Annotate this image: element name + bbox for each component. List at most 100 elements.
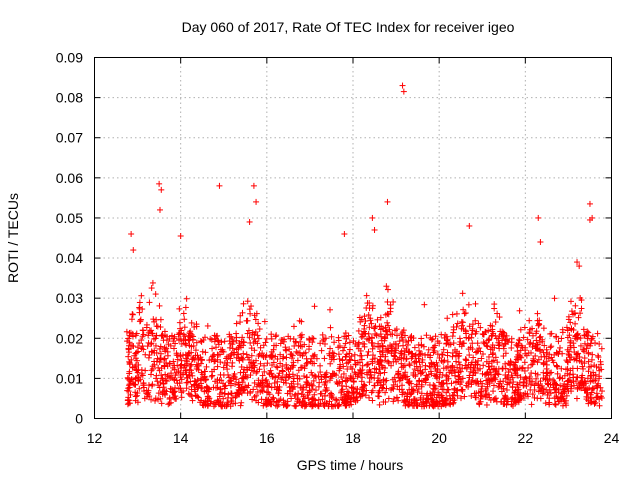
roti-point — [483, 358, 490, 365]
roti-point — [155, 396, 162, 403]
roti-point — [599, 388, 606, 395]
roti-point — [450, 392, 457, 399]
roti-point — [527, 381, 534, 388]
roti-point — [395, 397, 402, 404]
roti-point — [334, 380, 341, 387]
roti-point — [189, 372, 196, 379]
roti-point — [371, 355, 378, 362]
roti-point — [466, 372, 473, 379]
roti-point — [355, 339, 362, 346]
roti-point — [591, 400, 598, 407]
roti-point — [311, 303, 318, 310]
roti-point — [522, 350, 529, 357]
roti-point — [492, 354, 499, 361]
roti-point — [327, 306, 334, 313]
roti-point — [399, 382, 406, 389]
roti-point — [228, 390, 235, 397]
roti-point — [339, 347, 346, 354]
roti-point — [261, 318, 268, 325]
roti-point — [217, 359, 224, 366]
roti-point — [294, 357, 301, 364]
roti-point — [370, 343, 377, 350]
roti-point — [289, 364, 296, 371]
roti-point — [254, 332, 261, 339]
roti-point — [232, 400, 239, 407]
roti-point — [177, 385, 184, 392]
roti-point — [362, 392, 369, 399]
roti-point — [338, 389, 345, 396]
roti-point — [246, 334, 253, 341]
roti-point — [292, 403, 299, 410]
roti-point — [123, 328, 130, 335]
roti-point — [142, 367, 149, 374]
roti-point — [261, 362, 268, 369]
roti-point — [500, 385, 507, 392]
roti-point — [381, 369, 388, 376]
roti-point — [277, 340, 284, 347]
roti-point — [500, 353, 507, 360]
roti-point — [358, 316, 365, 323]
roti-point — [579, 363, 586, 370]
roti-point — [448, 370, 455, 377]
roti-point — [125, 335, 132, 342]
roti-point — [374, 316, 381, 323]
roti-point — [136, 340, 143, 347]
roti-point — [318, 347, 325, 354]
roti-point — [526, 317, 533, 324]
roti-point — [321, 355, 328, 362]
roti-point — [508, 344, 515, 351]
roti-point — [517, 374, 524, 381]
roti-point — [288, 395, 295, 402]
roti-point — [170, 335, 177, 342]
roti-point — [490, 388, 497, 395]
roti-point — [355, 327, 362, 334]
roti-point — [465, 301, 472, 308]
roti-point — [509, 384, 516, 391]
roti-point — [407, 334, 414, 341]
roti-point — [416, 377, 423, 384]
roti-point — [468, 331, 475, 338]
roti-point — [444, 352, 451, 359]
roti-point — [581, 360, 588, 367]
roti-point — [165, 401, 172, 408]
roti-point — [239, 334, 246, 341]
roti-point — [581, 355, 588, 362]
roti-point — [582, 386, 589, 393]
roti-point — [403, 345, 410, 352]
roti-point — [351, 369, 358, 376]
roti-point — [292, 391, 299, 398]
roti-point — [592, 340, 599, 347]
roti-point — [321, 340, 328, 347]
roti-point — [425, 395, 432, 402]
roti-point — [483, 401, 490, 408]
roti-point — [401, 332, 408, 339]
roti-point — [584, 390, 591, 397]
roti-point — [265, 389, 272, 396]
roti-point — [333, 396, 340, 403]
roti-point — [376, 401, 383, 408]
roti-point — [394, 371, 401, 378]
roti-point — [385, 395, 392, 402]
roti-point — [328, 333, 335, 340]
roti-point — [181, 324, 188, 331]
roti-point — [443, 340, 450, 347]
roti-point — [468, 392, 475, 399]
roti-point — [198, 380, 205, 387]
roti-point — [306, 346, 313, 353]
roti-point — [199, 348, 206, 355]
roti-point — [177, 353, 184, 360]
roti-point — [259, 379, 266, 386]
roti-point — [202, 349, 209, 356]
roti-point — [496, 314, 503, 321]
roti-point — [312, 387, 319, 394]
roti-point — [211, 338, 218, 345]
roti-point — [447, 367, 454, 374]
roti-point — [555, 350, 562, 357]
roti-point — [485, 376, 492, 383]
roti-point — [572, 302, 579, 309]
roti-point — [364, 352, 371, 359]
roti-point — [490, 382, 497, 389]
roti-point — [323, 369, 330, 376]
roti-point — [589, 351, 596, 358]
roti-point — [311, 360, 318, 367]
